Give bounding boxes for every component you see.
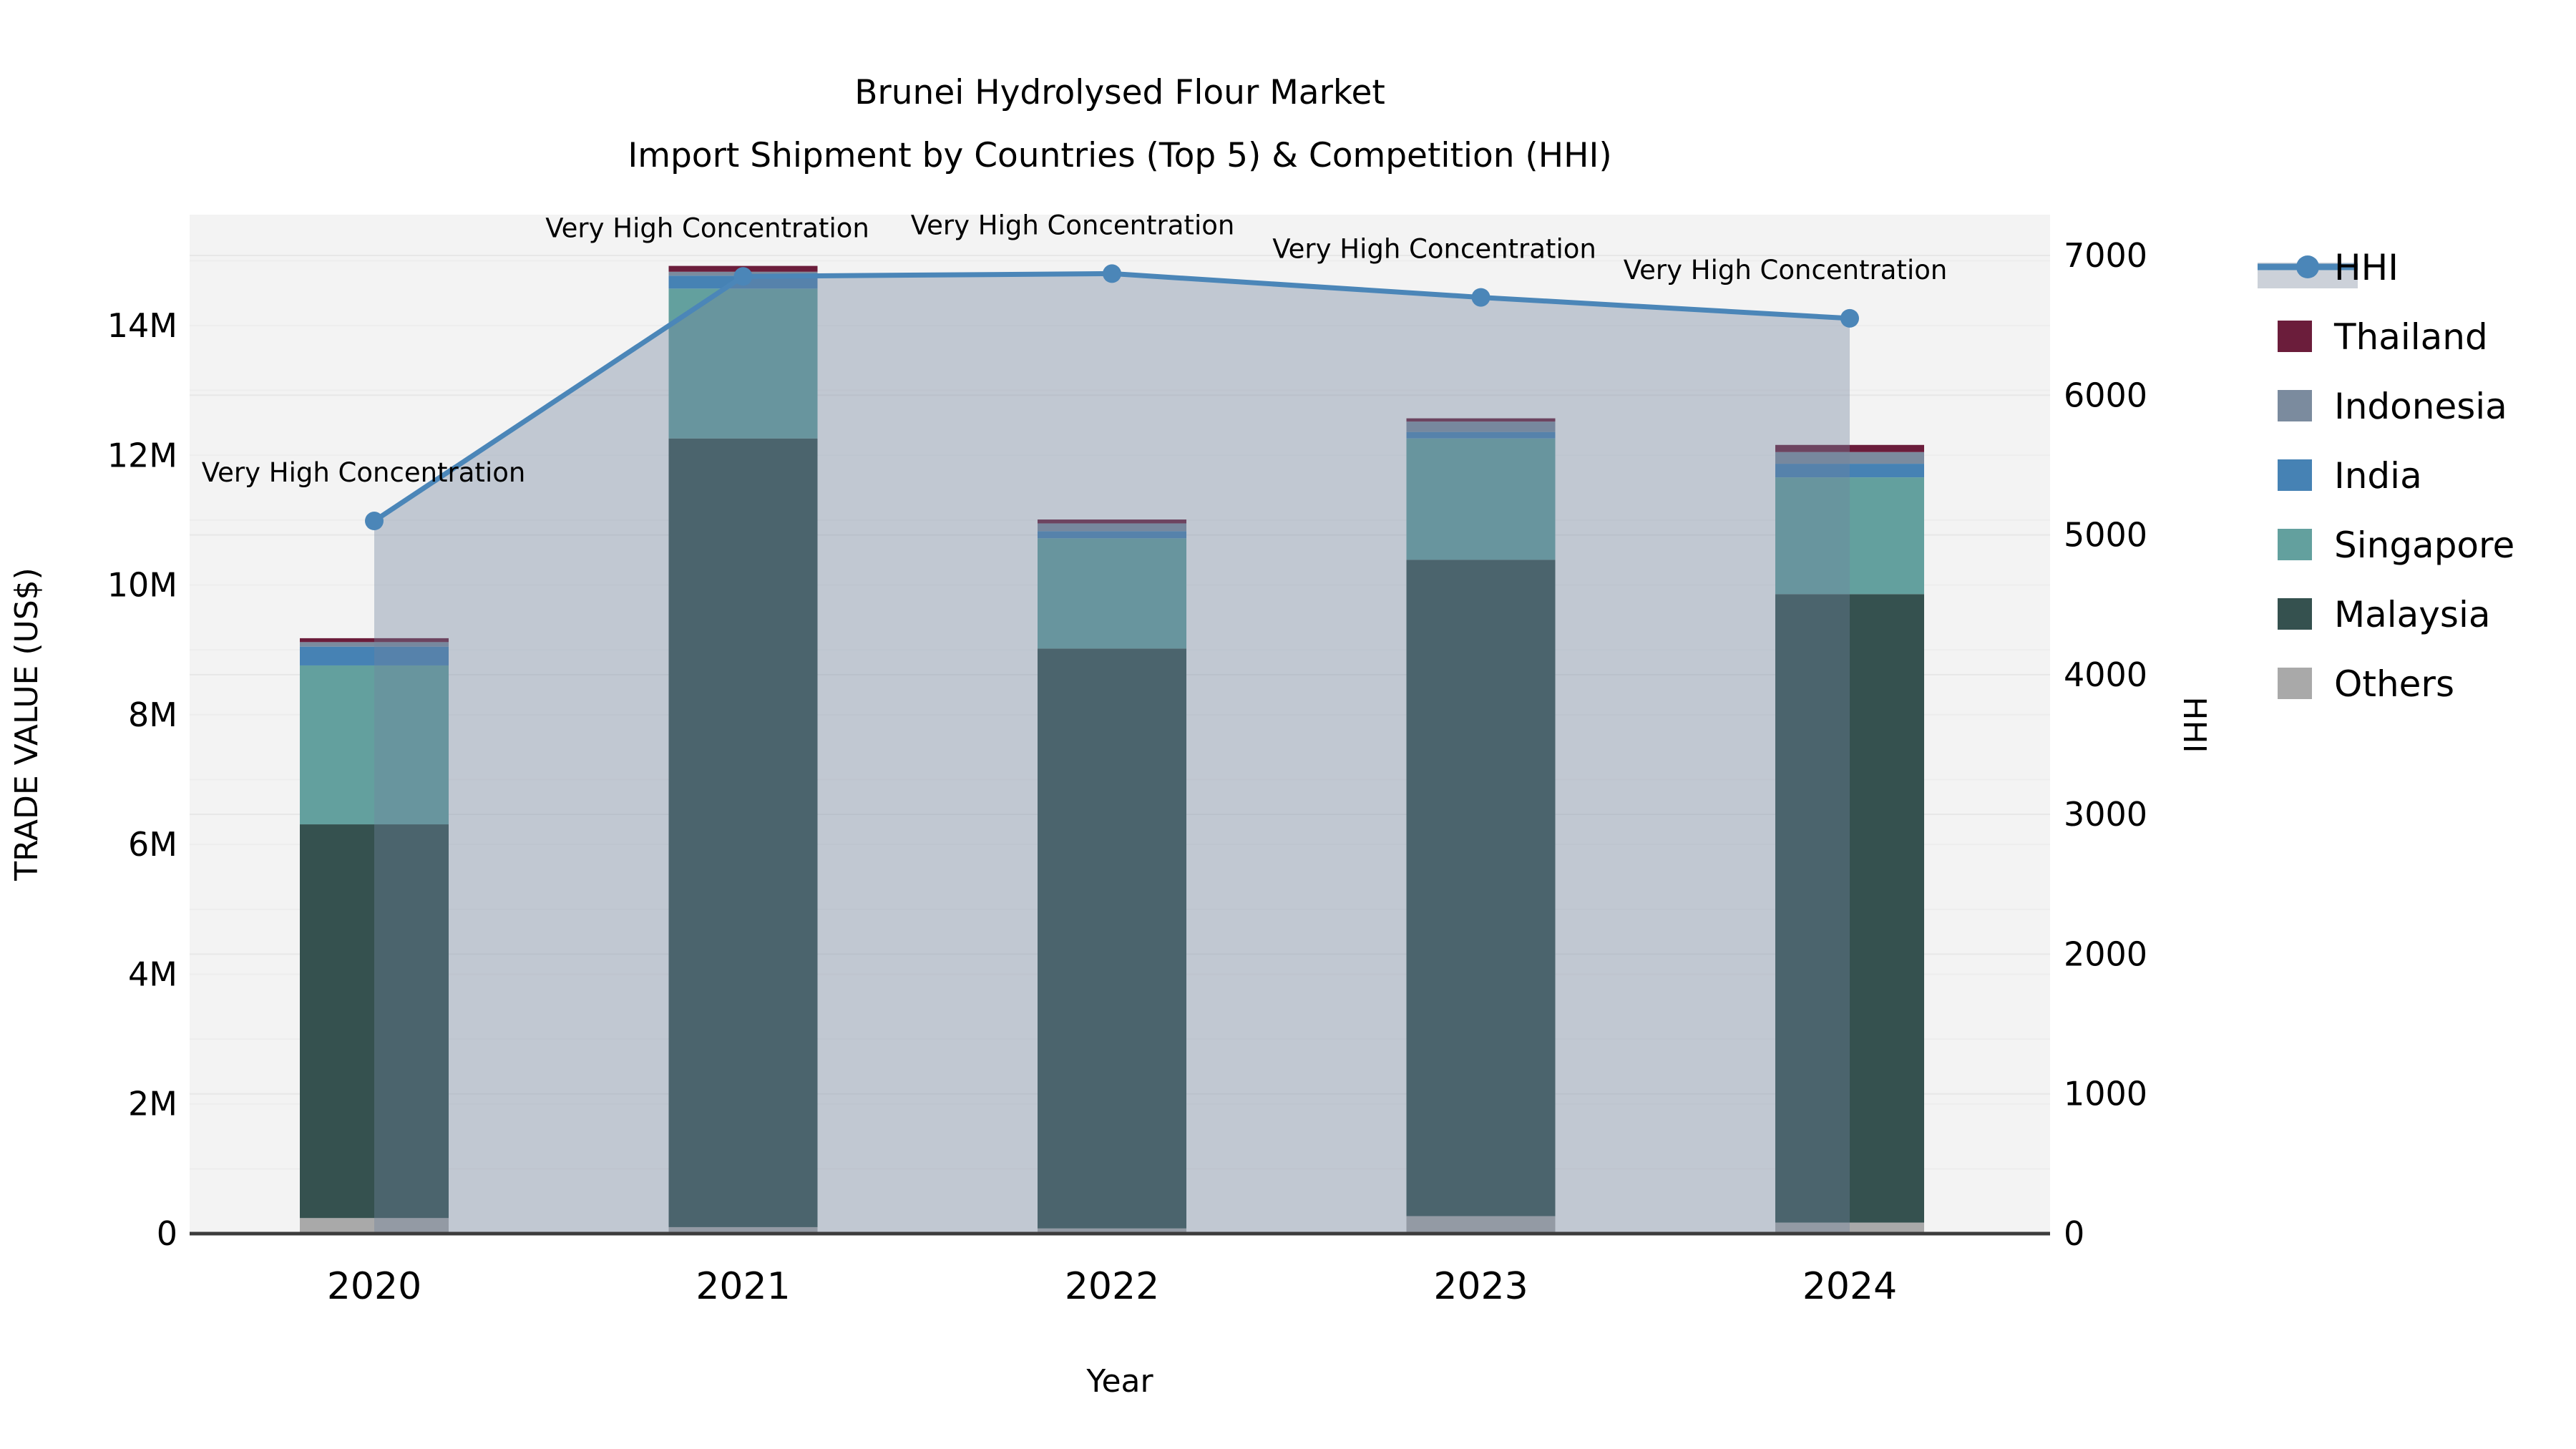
legend-label-indonesia: Indonesia [2334,386,2507,427]
bar-segment-malaysia-2022 [1038,648,1186,1229]
x-tick-2021: 2021 [696,1265,790,1308]
right-tick: 4000 [2064,655,2147,694]
hhi-marker-2023 [1471,288,1491,307]
x-tick-2020: 2020 [327,1265,421,1308]
x-axis-label: Year [1085,1363,1153,1400]
x-tick-2024: 2024 [1802,1265,1897,1308]
right-tick: 0 [2064,1214,2084,1253]
right-tick: 2000 [2064,935,2147,973]
annotation-2023: Very High Concentration [1272,234,1596,265]
bar-segment-india-2023 [1406,431,1556,439]
right-axis-label: HHI [2176,696,2212,753]
legend-swatch-others [2278,668,2312,699]
annotation-2021: Very High Concentration [545,213,869,243]
bar-segment-others-2021 [668,1226,818,1234]
x-tick-2023: 2023 [1433,1265,1528,1308]
chart-title-line2: Import Shipment by Countries (Top 5) & C… [628,136,1611,175]
annotation-2022: Very High Concentration [911,210,1235,240]
hhi-line [365,264,1859,531]
axis-ticks: 0 2M 4M 6M 8M 10M 12M 14M 0 1000 2000 3000 4000 5000 6… [107,236,2147,1308]
annotation-2020: Very High Concentration [202,457,526,488]
bar-segment-others-2020 [300,1218,449,1234]
legend-label-thailand: Thailand [2333,316,2488,358]
legend-swatch-hhi-marker [2296,255,2319,278]
legend-swatch-thailand [2278,321,2312,352]
annotation-2024: Very High Concentration [1624,255,1948,286]
bar-segment-thailand-2022 [1038,519,1186,524]
legend-swatch-singapore [2278,529,2312,560]
hhi-marker-2022 [1103,264,1121,283]
bar-segment-others-2024 [1775,1222,1924,1234]
right-tick: 5000 [2064,516,2147,555]
left-tick: 2M [128,1085,177,1123]
legend-label-singapore: Singapore [2334,525,2514,566]
hhi-marker-2021 [733,267,753,286]
right-tick: 7000 [2064,236,2147,275]
hhi-marker-2020 [365,512,384,531]
legend-swatch-indonesia [2278,390,2312,421]
right-tick: 6000 [2064,376,2147,414]
left-tick: 0 [157,1214,177,1253]
bar-segment-others-2022 [1038,1228,1186,1234]
left-axis-label: TRADE VALUE (US$) [9,567,45,882]
bar-segment-malaysia-2023 [1406,560,1556,1216]
bar-segment-thailand-2024 [1775,444,1924,452]
chart-title-line1: Brunei Hydrolysed Flour Market [854,73,1385,112]
left-tick: 10M [107,566,177,605]
bar-segment-singapore-2023 [1406,438,1556,560]
bar-segment-indonesia-2024 [1775,452,1924,464]
bar-segment-singapore-2020 [300,665,449,825]
legend-label-others: Others [2334,663,2454,705]
hhi-area-fill [374,273,1850,1234]
left-tick: 14M [107,306,177,345]
legend-swatch-india [2278,459,2312,491]
bar-segment-india-2022 [1038,531,1186,539]
bar-segment-indonesia-2020 [300,642,449,647]
bar-segment-thailand-2023 [1406,418,1556,422]
bar-segment-malaysia-2024 [1775,594,1924,1223]
legend-label-india: India [2334,455,2422,497]
right-tick: 3000 [2064,795,2147,834]
x-tick-2022: 2022 [1065,1265,1159,1308]
hhi-area [374,273,1850,1234]
hhi-marker-2024 [1840,308,1859,328]
left-tick: 6M [128,825,177,864]
legend: HHI Thailand Indonesia India Singapore Malays… [2258,247,2514,705]
bar-segment-singapore-2024 [1775,477,1924,595]
bar-segment-india-2020 [300,646,449,665]
legend-swatch-malaysia [2278,598,2312,630]
stacked-bars [300,265,1924,1234]
bar-segment-singapore-2022 [1038,538,1186,649]
legend-label-hhi: HHI [2334,247,2399,288]
left-tick: 8M [128,696,177,734]
bar-segment-malaysia-2021 [668,438,818,1227]
bar-segment-indonesia-2022 [1038,523,1186,532]
bar-segment-malaysia-2020 [300,824,449,1219]
bar-segment-thailand-2020 [300,638,449,643]
bar-segment-indonesia-2023 [1406,421,1556,432]
bar-segment-singapore-2021 [668,288,818,439]
bar-segment-others-2023 [1406,1216,1556,1234]
bar-segment-india-2024 [1775,464,1924,478]
right-tick: 1000 [2064,1075,2147,1113]
legend-label-malaysia: Malaysia [2334,594,2490,635]
annotations: Very High Concentration Very High Concent… [202,210,1948,488]
left-tick: 4M [128,955,177,993]
left-tick: 12M [107,436,177,474]
